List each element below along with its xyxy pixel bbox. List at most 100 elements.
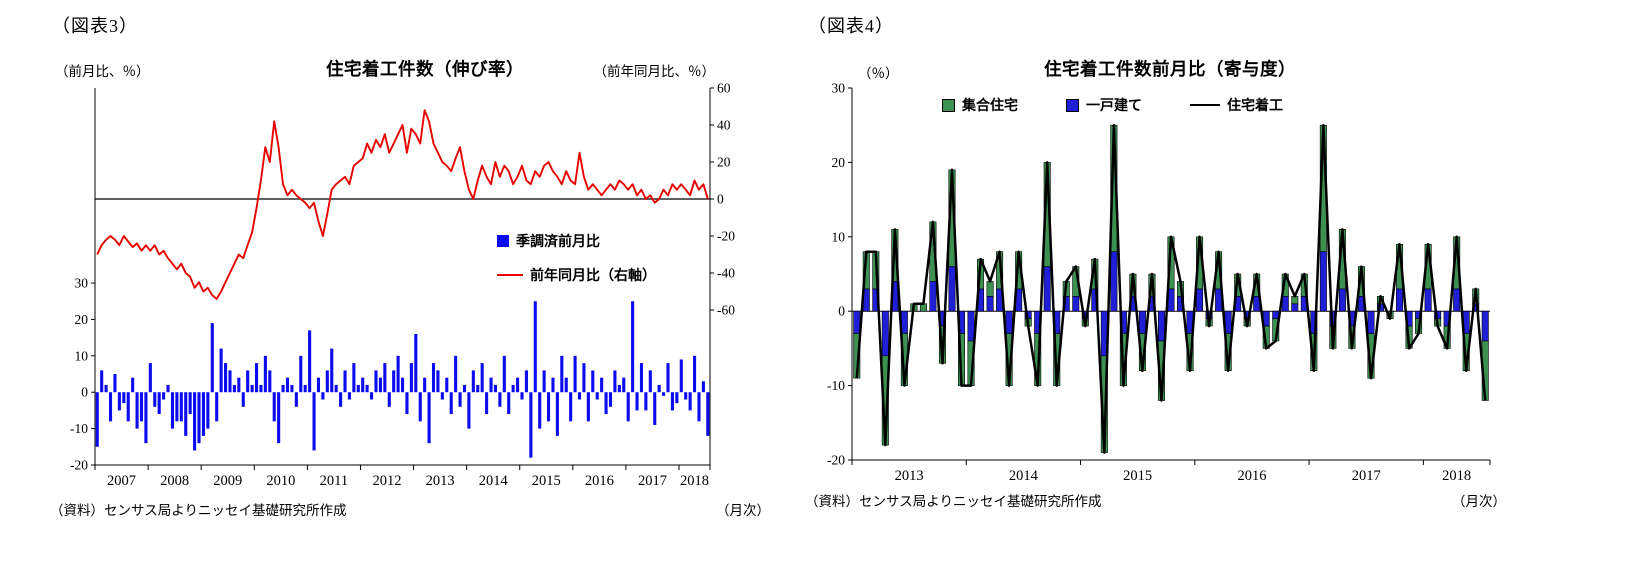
mom-bar: [639, 363, 644, 393]
left-tick-label: -20: [70, 458, 88, 473]
mom-bar: [361, 377, 365, 393]
single-family-bar: [1319, 251, 1327, 312]
mom-bar: [666, 363, 670, 393]
mom-bar: [131, 377, 135, 393]
mom-bar: [511, 384, 515, 393]
mom-bar: [330, 348, 334, 393]
mom-bar: [299, 355, 303, 393]
mom-bar: [219, 348, 223, 393]
mom-bar: [339, 392, 343, 407]
year-label: 2016: [585, 473, 614, 489]
mom-bar: [117, 392, 121, 411]
mom-bar: [684, 392, 688, 400]
figure3-frequency-note: （月次）: [716, 503, 770, 518]
mom-bar: [693, 355, 697, 393]
mom-bar: [608, 392, 613, 407]
mom-bar: [139, 392, 144, 422]
singlefamily-legend-label: 一戸建て: [1086, 97, 1142, 113]
mom-bar: [577, 392, 582, 400]
mom-bar: [489, 377, 493, 393]
tick-label: 30: [832, 81, 846, 96]
right-tick-label: -60: [717, 302, 735, 317]
mom-bar: [263, 355, 267, 393]
figure4-frequency-note: （月次）: [1452, 494, 1506, 509]
right-tick-label: 20: [717, 154, 731, 169]
year-label: 2015: [532, 473, 561, 489]
single-family-bar: [1005, 310, 1013, 334]
mom-bar: [476, 384, 480, 393]
mom-bar: [555, 392, 559, 436]
mom-bar: [325, 370, 329, 393]
year-label: 2017: [1352, 468, 1381, 484]
figure4-title: 住宅着工件数前月比（寄与度）: [1044, 59, 1296, 79]
figure4-label: （図表4）: [808, 16, 894, 36]
mom-bar: [675, 392, 679, 404]
single-family-bar: [967, 310, 975, 342]
single-family-bar: [929, 281, 937, 312]
mom-bar: [423, 377, 427, 393]
year-label: 2013: [895, 468, 924, 484]
mom-bar: [564, 377, 568, 393]
left-tick-label: 10: [75, 348, 89, 363]
mom-bar: [321, 392, 325, 400]
mom-bar: [471, 370, 475, 393]
mom-bar: [308, 330, 312, 393]
right-tick-label: 0: [717, 191, 724, 206]
singlefamily-bar-swatch-icon: [1066, 98, 1079, 112]
mom-bar: [343, 370, 347, 393]
year-label: 2018: [1442, 468, 1471, 484]
mom-bar: [113, 374, 117, 393]
mom-bar: [153, 392, 157, 407]
mom-bar: [378, 377, 382, 393]
mom-bar: [653, 392, 657, 425]
single-family-bar: [853, 310, 861, 334]
legend-item-mom: 季調済前月比: [497, 231, 656, 251]
mom-bar: [582, 363, 586, 393]
figure3-label: （図表3）: [52, 16, 138, 36]
single-family-bar: [1453, 288, 1461, 312]
mom-bar: [626, 392, 630, 422]
legend-item-total: 住宅着工: [1190, 95, 1283, 115]
year-label: 2007: [107, 473, 136, 489]
mom-bar: [277, 392, 281, 444]
mom-bar: [485, 392, 489, 415]
mom-bar: [122, 392, 126, 404]
mom-bar: [697, 392, 701, 422]
legend-item-yoy: 前年同月比（右軸）: [497, 265, 656, 285]
year-label: 2018: [680, 473, 709, 489]
mom-bar: [462, 384, 467, 393]
left-tick-label: -10: [70, 421, 88, 436]
single-family-bar: [1157, 310, 1165, 342]
mom-legend-label: 季調済前月比: [516, 233, 600, 249]
mom-bar: [179, 392, 183, 422]
figure3-title: 住宅着工件数（伸び率）: [326, 59, 524, 79]
mom-bar: [414, 334, 418, 393]
yoy-legend-label: 前年同月比（右軸）: [530, 267, 656, 283]
multi-family-bar: [986, 281, 994, 297]
year-label: 2009: [213, 473, 242, 489]
mom-bar: [480, 363, 484, 393]
single-family-bar: [1424, 288, 1432, 312]
tick-label: -10: [827, 378, 845, 393]
year-label: 2014: [1009, 468, 1039, 484]
mom-bar: [352, 363, 356, 393]
mom-bar: [427, 392, 431, 444]
mom-bar: [604, 392, 608, 415]
right-tick-label: -20: [717, 228, 735, 243]
single-family-bar: [1367, 310, 1375, 334]
mom-bar: [135, 392, 139, 429]
mom-bar: [396, 355, 400, 393]
multifamily-bar-swatch-icon: [942, 98, 955, 112]
mom-bar: [237, 377, 241, 393]
figure3-left-axis-unit: （前月比、％）: [55, 64, 150, 79]
right-tick-label: 60: [717, 81, 731, 96]
mom-bar: [370, 392, 374, 400]
mom-bar: [520, 392, 524, 400]
mom-bar: [542, 370, 546, 393]
mom-bar: [383, 363, 387, 393]
mom-bar: [316, 377, 321, 393]
mom-bar: [622, 377, 626, 393]
mom-bar: [166, 384, 170, 393]
single-family-bar: [1338, 288, 1346, 312]
mom-bar: [418, 392, 422, 422]
